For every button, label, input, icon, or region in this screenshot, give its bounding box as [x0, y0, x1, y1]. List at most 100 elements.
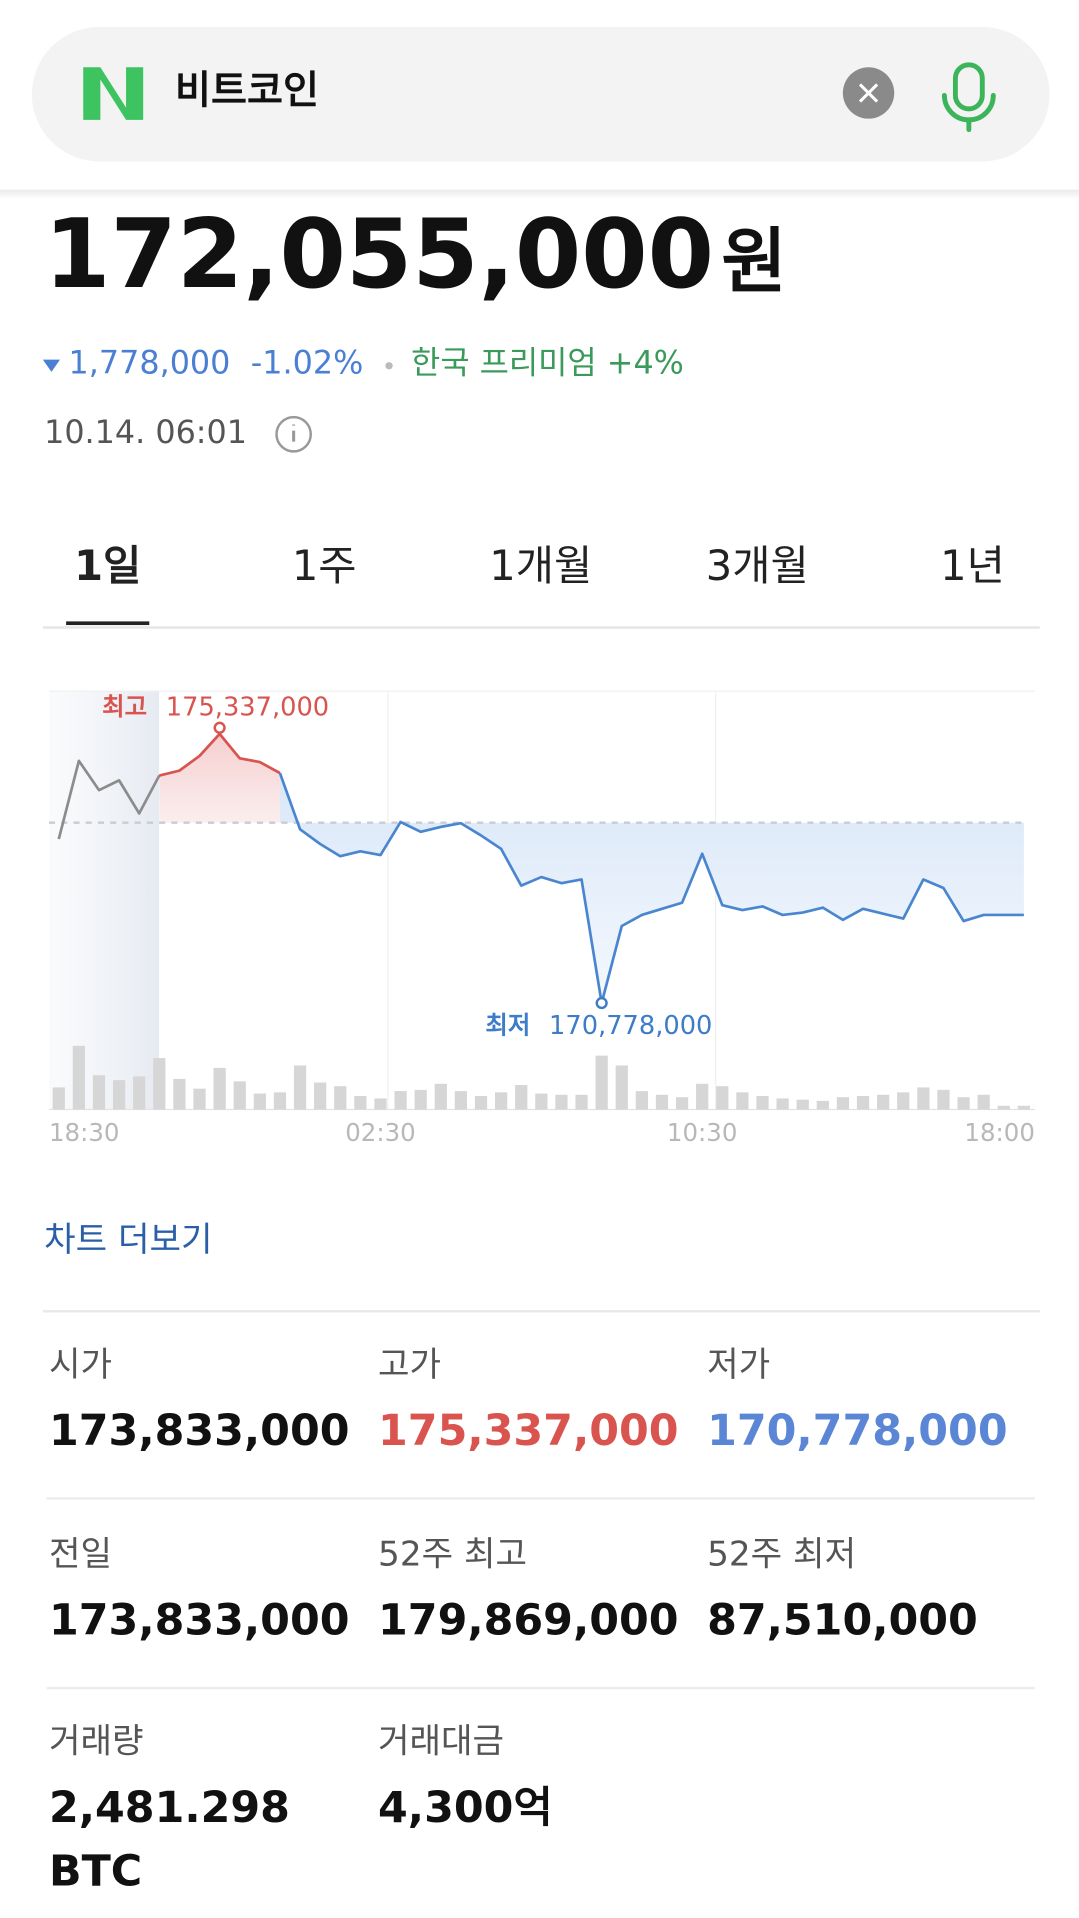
volume-bar [555, 1094, 568, 1110]
info-icon[interactable] [275, 415, 312, 453]
volume-bar [736, 1092, 749, 1110]
volume-bar [977, 1094, 990, 1110]
stat-value: 170,778,000 [707, 1406, 1008, 1456]
change-amount: 1,778,000 [69, 345, 231, 382]
volume-bar [1017, 1105, 1031, 1110]
tab[interactable]: 3개월 [706, 541, 809, 590]
volume-bar [314, 1082, 327, 1110]
volume-bar [414, 1089, 427, 1110]
area-fill [279, 773, 1024, 1004]
timestamp: 10.14. 06:01 [44, 414, 247, 451]
separator-dot [385, 362, 393, 370]
stat-label: 시가 [49, 1345, 112, 1385]
high-marker [213, 721, 226, 734]
stat-unit: BTC [49, 1846, 142, 1896]
chart: 최고 175,337,000 최저 170,778,000 18:30 02:30 10:3… [48, 690, 1035, 1147]
volume-bar [716, 1086, 729, 1110]
stat-value: 4,300억 [378, 1783, 553, 1833]
volume-bar [937, 1089, 950, 1110]
low-value-label: 170,778,000 [549, 1011, 712, 1041]
volume-bar [515, 1084, 528, 1110]
volume-bar [213, 1067, 226, 1110]
price-line [278, 772, 1024, 1005]
currency: 원 [721, 220, 786, 303]
clear-icon [858, 83, 879, 103]
more-chart-link[interactable]: 차트 더보기 [44, 1220, 212, 1260]
stat-value: 173,833,000 [49, 1406, 350, 1456]
price: 172,055,000 [44, 198, 714, 310]
high-value-label: 175,337,000 [166, 693, 329, 723]
x-tick-label: 18:00 [964, 1118, 1034, 1147]
stat-label: 거래량 [49, 1722, 144, 1762]
tabs: 1일 1주 1개월 3개월 1년 [66, 541, 1005, 626]
volume-bar [434, 1083, 447, 1110]
volume-bar [655, 1094, 669, 1110]
area-fill [159, 733, 280, 823]
volume-bar [273, 1092, 287, 1110]
low-marker [595, 996, 608, 1010]
volume-bar [112, 1080, 126, 1110]
volume-bar [92, 1075, 106, 1110]
x-tick-label: 10:30 [667, 1118, 737, 1147]
volume-bar [193, 1088, 206, 1110]
stat-value: 179,869,000 [378, 1596, 679, 1646]
volume-bar [52, 1087, 65, 1110]
change-percent: -1.02% [251, 345, 363, 382]
high-label: 최고 [102, 692, 147, 721]
volume-bar [535, 1093, 548, 1110]
volume-bar [293, 1065, 307, 1110]
tab[interactable]: 1년 [940, 541, 1005, 590]
volume-bar [635, 1091, 648, 1110]
volume-bar [675, 1097, 689, 1110]
tab[interactable]: 1개월 [489, 541, 592, 590]
stats: 시가 173,833,000 고가 175,337,000 저가 170,778,000 전… [49, 1345, 1008, 1897]
stat-value: 2,481.298 [49, 1783, 290, 1833]
mic-button[interactable] [941, 62, 996, 133]
premium: 한국 프리미엄 +4% [411, 345, 684, 382]
tab-indicator [66, 621, 150, 626]
volume-bar [72, 1045, 85, 1110]
stat-label: 52주 최저 [707, 1534, 856, 1574]
naver-logo[interactable] [83, 67, 144, 120]
volume-bar [133, 1076, 146, 1110]
stat-value: 87,510,000 [707, 1596, 978, 1646]
volume-bar [615, 1065, 628, 1110]
header-shadow [0, 189, 1079, 200]
volume-bar [334, 1086, 347, 1110]
stat-label: 고가 [378, 1345, 441, 1385]
stat-label: 전일 [49, 1534, 112, 1574]
tab[interactable]: 1주 [292, 541, 357, 590]
volume-bar [776, 1098, 789, 1110]
price-line-pre [57, 759, 161, 840]
down-arrow [42, 359, 60, 372]
low-label: 최저 [485, 1010, 530, 1039]
volume-bar [836, 1097, 850, 1110]
volume-bar [877, 1094, 890, 1110]
volume-bar [173, 1078, 186, 1110]
tab[interactable]: 1일 [74, 541, 141, 590]
volume-bar [374, 1098, 387, 1110]
volume-bar [575, 1094, 588, 1110]
stat-value: 175,337,000 [378, 1406, 679, 1456]
stat-label: 거래대금 [378, 1722, 504, 1762]
volume-bar [595, 1055, 608, 1110]
volume-bar [997, 1105, 1010, 1110]
volume-bar [354, 1096, 367, 1110]
volume-bar [253, 1093, 266, 1110]
volume-bar [233, 1081, 246, 1110]
pre-market-shade [48, 691, 160, 1110]
volume-bar [796, 1099, 809, 1110]
price-line-high [158, 732, 281, 777]
volume-bar [454, 1091, 468, 1110]
volume-bar [495, 1092, 508, 1110]
volume-bar [917, 1087, 930, 1110]
volume-bar [153, 1058, 166, 1110]
volume-bar [897, 1092, 910, 1110]
search-query[interactable]: 비트코인 [175, 68, 319, 113]
volume-bar [957, 1097, 970, 1110]
search-bar[interactable] [31, 26, 1050, 162]
x-tick-label: 18:30 [49, 1118, 119, 1147]
stat-value: 173,833,000 [49, 1596, 350, 1646]
stat-label: 저가 [707, 1345, 770, 1385]
